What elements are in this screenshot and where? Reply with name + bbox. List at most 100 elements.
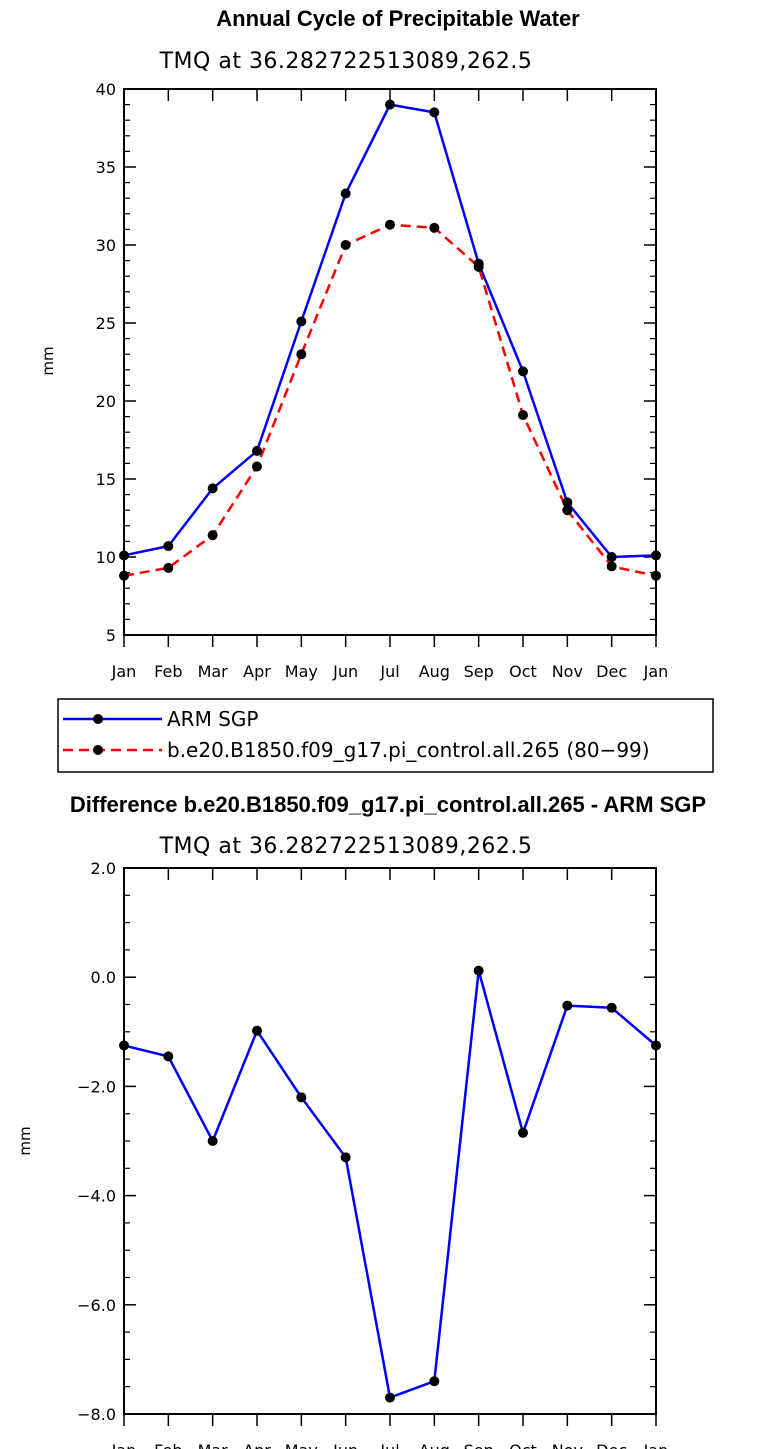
data-point-series1 xyxy=(163,562,174,573)
legend-label-model: b.e20.B1850.f09_g17.pi_control.all.265 (… xyxy=(167,738,650,762)
data-point-series0 xyxy=(163,541,174,552)
x-tick-label: Oct xyxy=(509,662,537,681)
series-line-1 xyxy=(123,223,657,577)
x-tick-label: Sep xyxy=(464,662,494,681)
data-point-series0 xyxy=(296,316,307,327)
y-tick-label: 5 xyxy=(106,626,116,645)
x-tick-label: Jul xyxy=(379,662,399,681)
data-point-series0 xyxy=(340,188,351,199)
data-point-series1 xyxy=(385,219,395,230)
y-tick-label: 40 xyxy=(96,80,116,99)
x-tick-label: May xyxy=(285,662,318,681)
annual-cycle-chart: Annual Cycle of Precipitable Water TMQ a… xyxy=(39,6,668,681)
y-tick-label: −4.0 xyxy=(77,1187,116,1206)
chart2-series-layer xyxy=(119,965,661,1403)
x-tick-label: Jan xyxy=(643,662,669,681)
data-point-series0 xyxy=(252,445,262,456)
x-tick-label: Jan xyxy=(643,1441,669,1449)
x-tick-label: Feb xyxy=(154,1441,182,1449)
series-line-0 xyxy=(123,103,657,559)
y-tick-label: −6.0 xyxy=(77,1296,116,1315)
chart1-y-axis: 5 10 15 20 25 30 35 40 xyxy=(96,80,656,645)
chart2-subtitle: TMQ at 36.282722513089,262.5 xyxy=(159,834,533,859)
x-tick-label: Mar xyxy=(198,1441,229,1449)
x-tick-label: Aug xyxy=(419,662,450,681)
y-tick-label: 30 xyxy=(96,236,116,255)
data-point-series0 xyxy=(296,1092,307,1103)
data-point-series0 xyxy=(429,107,440,118)
y-tick-label: 20 xyxy=(96,392,116,411)
data-point-series1 xyxy=(473,261,484,272)
data-point-series0 xyxy=(119,1040,129,1051)
data-point-series1 xyxy=(651,570,661,581)
data-point-series0 xyxy=(163,1051,174,1062)
y-tick-label: 35 xyxy=(96,158,116,177)
x-tick-label: Jul xyxy=(379,1441,399,1449)
data-point-series0 xyxy=(119,550,129,561)
data-point-series0 xyxy=(340,1152,351,1163)
chart1-y-axis-label: mm xyxy=(39,346,57,375)
x-tick-label: Jun xyxy=(332,662,358,681)
legend-marker-arm-sgp xyxy=(93,714,103,724)
legend-label-arm-sgp: ARM SGP xyxy=(167,707,258,731)
data-point-series0 xyxy=(429,1376,440,1387)
chart2-title: Difference b.e20.B1850.f09_g17.pi_contro… xyxy=(70,792,706,817)
data-point-series0 xyxy=(606,1002,617,1013)
chart2-y-axis-label: mm xyxy=(16,1126,34,1155)
x-tick-label: Jan xyxy=(111,1441,137,1449)
chart2-x-axis: Jan Feb Mar Apr May Jun Jul Aug Sep Oct Nov Dec Jan xyxy=(111,868,669,1449)
x-tick-label: Apr xyxy=(243,662,271,681)
x-tick-label: Aug xyxy=(419,1441,450,1449)
data-point-series0 xyxy=(562,497,573,508)
data-point-series0 xyxy=(385,99,395,110)
x-tick-label: Apr xyxy=(243,1441,271,1449)
x-tick-label: Jun xyxy=(332,1441,358,1449)
data-point-series1 xyxy=(518,410,528,421)
difference-chart: Difference b.e20.B1850.f09_g17.pi_contro… xyxy=(16,792,706,1449)
data-point-series1 xyxy=(296,349,307,360)
x-tick-label: Dec xyxy=(596,662,627,681)
data-point-series1 xyxy=(252,461,262,472)
x-tick-label: Oct xyxy=(509,1441,537,1449)
data-point-series0 xyxy=(207,1136,218,1146)
x-tick-label: Dec xyxy=(596,1441,627,1449)
y-tick-label: 15 xyxy=(96,470,116,489)
data-point-series0 xyxy=(385,1392,395,1403)
data-point-series0 xyxy=(606,552,617,562)
data-point-series1 xyxy=(606,561,617,572)
x-tick-label: Mar xyxy=(198,662,229,681)
x-tick-label: Nov xyxy=(552,662,583,681)
data-point-series1 xyxy=(429,222,440,233)
chart1-series-layer xyxy=(119,99,661,581)
chart1-subtitle: TMQ at 36.282722513089,262.5 xyxy=(159,49,533,74)
data-point-series1 xyxy=(562,505,573,516)
data-point-series1 xyxy=(119,570,129,581)
chart2-plot-frame xyxy=(123,867,657,1415)
series-line-0 xyxy=(123,969,657,1399)
chart1-x-axis: Jan Feb Mar Apr May Jun Jul Aug Sep Oct Nov Dec Jan xyxy=(111,89,669,681)
data-point-series0 xyxy=(473,965,484,976)
legend-marker-model xyxy=(93,745,103,755)
data-point-series0 xyxy=(651,550,661,561)
x-tick-label: Jan xyxy=(111,662,137,681)
y-tick-label: −2.0 xyxy=(77,1077,116,1096)
legend: ARM SGP b.e20.B1850.f09_g17.pi_control.a… xyxy=(57,698,714,773)
data-point-series1 xyxy=(340,240,351,250)
data-point-series1 xyxy=(207,530,218,541)
x-tick-label: May xyxy=(285,1441,318,1449)
x-tick-label: Feb xyxy=(154,662,182,681)
data-point-series0 xyxy=(562,1000,573,1011)
y-tick-label: 0.0 xyxy=(91,968,116,987)
legend-box xyxy=(57,698,714,773)
y-tick-label: 10 xyxy=(96,548,116,567)
data-point-series0 xyxy=(651,1040,661,1051)
y-tick-label: 2.0 xyxy=(91,859,116,878)
x-tick-label: Nov xyxy=(552,1441,583,1449)
chart2-y-axis: −8.0 −6.0 −4.0 −2.0 0.0 2.0 xyxy=(77,859,656,1424)
x-tick-label: Sep xyxy=(464,1441,494,1449)
chart1-plot-frame xyxy=(123,88,657,636)
data-point-series0 xyxy=(518,366,528,377)
data-point-series0 xyxy=(518,1127,528,1138)
data-point-series0 xyxy=(252,1025,262,1036)
